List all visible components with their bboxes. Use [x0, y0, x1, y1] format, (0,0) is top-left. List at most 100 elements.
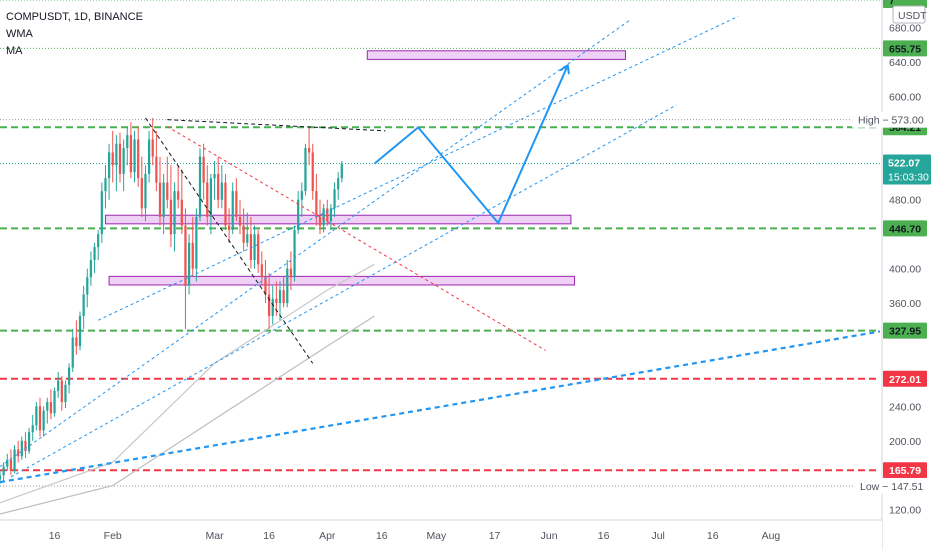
candle-body [242, 225, 245, 243]
candle-body [64, 384, 67, 403]
candle-body [104, 178, 107, 192]
candle [191, 216, 194, 278]
x-tick-label: 17 [489, 530, 501, 542]
trendline-2 [10, 104, 677, 478]
candle [2, 462, 5, 483]
low-badge: Low − 147.51 [855, 477, 932, 494]
candle [300, 182, 303, 217]
candle-body [184, 225, 187, 286]
candle-body [187, 242, 191, 286]
zone-rect-0 [366, 50, 626, 60]
candle [97, 229, 100, 260]
candle [67, 363, 71, 394]
candle-body [253, 234, 256, 260]
candle-body [151, 139, 154, 157]
candle-body [67, 367, 71, 385]
candle-body [275, 298, 278, 304]
candle-body [267, 294, 271, 316]
candle [9, 449, 13, 476]
candle-body [162, 182, 165, 217]
candle [307, 126, 311, 166]
chart-legend: COMPUSDT, 1D, BINANCE WMA MA [6, 9, 143, 60]
currency-badge: USDT [892, 5, 927, 24]
candle [17, 440, 20, 463]
candle [246, 212, 249, 248]
candle-body [82, 294, 85, 316]
candle [231, 182, 234, 235]
symbol-title[interactable]: COMPUSDT, 1D, BINANCE [6, 11, 143, 23]
candle-body [257, 234, 260, 265]
level-badge-3-bg [883, 370, 927, 387]
candle [20, 436, 23, 460]
candle-body [78, 315, 82, 347]
level-badge-4-text: 165.79 [889, 465, 921, 477]
candle [155, 130, 158, 192]
candle [140, 156, 143, 217]
candle-body [249, 234, 253, 260]
candle-body [220, 182, 223, 200]
candle-body [180, 199, 183, 226]
candle-body [169, 199, 173, 235]
candle-body [337, 178, 340, 190]
candle-body [97, 234, 100, 248]
candle [151, 117, 154, 166]
candle-body [155, 156, 158, 183]
candle [311, 143, 314, 200]
candle [264, 260, 267, 304]
x-tick-label: Feb [104, 530, 122, 542]
candle [71, 328, 74, 372]
candle-body [115, 143, 118, 166]
level-badge-5: 655.75 [883, 40, 927, 57]
candle [133, 130, 136, 183]
candle-body [57, 380, 60, 391]
candle-body [289, 268, 293, 278]
series-wma [0, 263, 375, 504]
candle-body [158, 182, 162, 217]
candle [278, 281, 282, 321]
candle-body [9, 459, 13, 471]
candle [260, 251, 263, 286]
trendline-6 [167, 119, 386, 132]
candle [122, 139, 125, 192]
candle-body [75, 337, 78, 347]
wma-study-label[interactable]: WMA [6, 28, 33, 40]
x-tick-label: Jul [651, 530, 664, 542]
level-badge-1-text: 446.70 [889, 223, 921, 235]
candle-body [126, 135, 129, 149]
candle-body [111, 152, 114, 166]
level-badge-2-text: 327.95 [889, 326, 921, 338]
level-badge-3: 272.01 [883, 370, 927, 387]
candle [286, 260, 289, 308]
trendline-3 [0, 330, 881, 484]
x-tick-label: 16 [376, 530, 388, 542]
candle-body [209, 178, 213, 217]
y-tick-label: 360.00 [889, 298, 921, 310]
candle-body [173, 191, 176, 235]
candle [144, 165, 147, 222]
candle-body [35, 406, 38, 426]
candle [224, 173, 227, 230]
currency-label: USDT [898, 10, 927, 22]
candle-body [322, 208, 325, 226]
candle [242, 208, 245, 252]
x-tick-label: Apr [319, 530, 336, 542]
candle-body [31, 425, 34, 433]
x-tick-label: 16 [49, 530, 61, 542]
high-badge: High − 573.00 [852, 111, 932, 128]
candle [147, 130, 151, 183]
candle-body [46, 402, 49, 411]
candle-body [133, 139, 136, 173]
candle-body [195, 216, 198, 269]
candle-body [260, 264, 263, 278]
candle-body [307, 148, 311, 153]
candle-body [238, 216, 242, 226]
candle-body [24, 440, 27, 452]
candle-body [333, 189, 336, 209]
x-tick-label: 16 [707, 530, 719, 542]
candle [35, 402, 38, 431]
current-price-badge: 522.07 15:03:30 [883, 154, 931, 185]
y-tick-label: 600.00 [889, 91, 921, 103]
y-tick-label: 400.00 [889, 264, 921, 276]
x-tick-label: 16 [263, 530, 275, 542]
